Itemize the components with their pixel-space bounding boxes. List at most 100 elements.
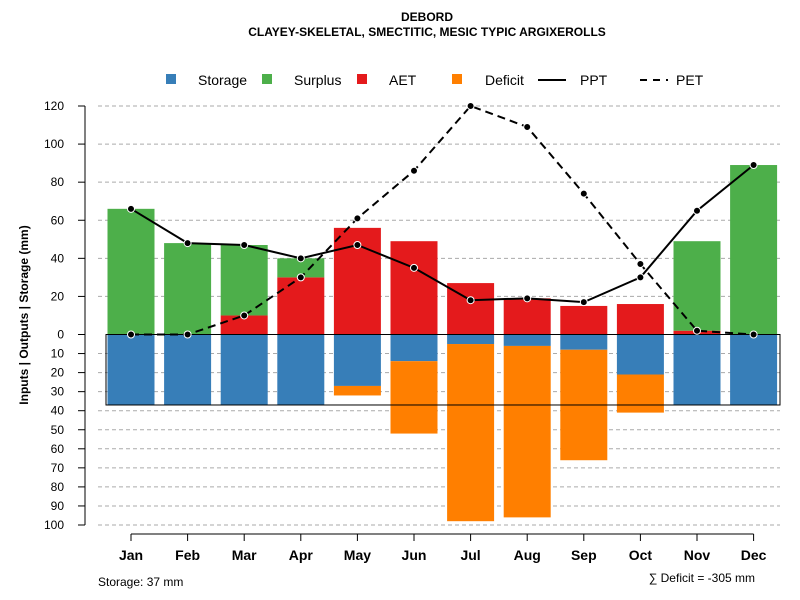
y-tick-label: 20	[51, 366, 65, 380]
deficit-bar	[616, 374, 664, 413]
storage-bar	[673, 334, 721, 405]
ppt-point	[410, 263, 418, 272]
deficit-bar	[390, 361, 438, 434]
y-tick-label: 80	[51, 480, 65, 494]
ppt-point	[579, 298, 588, 307]
y-tick-label: 40	[51, 251, 65, 265]
aet-bar	[503, 298, 551, 335]
lines	[127, 102, 758, 339]
ppt-point	[636, 273, 645, 282]
aet-bar	[277, 277, 325, 335]
ppt-point	[353, 241, 362, 250]
storage-legend-swatch	[166, 74, 176, 84]
storage-bar	[447, 334, 495, 345]
x-tick-label: Nov	[684, 547, 711, 563]
storage-capacity-box	[105, 334, 781, 406]
ppt-line	[130, 164, 755, 304]
y-tick-label: 10	[51, 347, 65, 361]
aet-bar	[390, 241, 438, 335]
x-tick-label: Feb	[175, 547, 200, 563]
storage-footer: Storage: 37 mm	[98, 575, 183, 589]
surplus-bar	[277, 258, 325, 278]
pet-point	[523, 122, 532, 131]
chart-title: DEBORD	[401, 10, 453, 24]
x-tick-label: Apr	[289, 547, 314, 563]
storage-bar	[390, 334, 438, 362]
pet-point	[353, 214, 362, 223]
y-tick-label: 0	[57, 328, 64, 342]
ppt-point	[523, 294, 532, 303]
storage-bar	[616, 334, 664, 375]
surplus-legend-swatch	[262, 74, 272, 84]
x-tick-label: Sep	[571, 547, 597, 563]
pet-point	[410, 166, 418, 175]
storage-bar	[333, 334, 381, 386]
y-tick-label: 60	[51, 213, 65, 227]
aet-legend-label: AET	[389, 72, 417, 88]
y-tick-label: 120	[44, 99, 64, 113]
ppt-point	[466, 296, 475, 305]
pet-point	[466, 102, 475, 110]
ppt-point	[183, 239, 192, 248]
surplus-bar	[164, 243, 212, 335]
y-tick-label: 50	[51, 423, 65, 437]
pet-point	[296, 273, 305, 282]
pet-point	[693, 326, 701, 335]
x-axis: Jan Feb Mar Apr May Jun Jul Aug Sep Oct Nov Dec	[119, 533, 767, 563]
storage-bar	[503, 334, 551, 346]
ppt-point	[749, 161, 758, 170]
bars	[105, 165, 781, 522]
deficit-bar	[447, 344, 495, 522]
pet-line	[131, 104, 754, 336]
pet-legend-label: PET	[676, 72, 704, 88]
y-axis-label: Inputs | Outputs | Storage (mm)	[17, 225, 31, 404]
pet-point	[579, 189, 588, 198]
storage-bar	[107, 334, 155, 405]
aet-bar	[616, 304, 664, 335]
y-tick-label: 100	[44, 518, 64, 532]
deficit-legend-label: Deficit	[485, 72, 524, 88]
surplus-bar	[107, 208, 155, 335]
deficit-bar	[333, 385, 381, 396]
chart-subtitle: CLAYEY-SKELETAL, SMECTITIC, MESIC TYPIC …	[248, 25, 606, 39]
x-tick-label: Oct	[629, 547, 653, 563]
ppt-point	[240, 241, 249, 250]
y-tick-label: 100	[44, 137, 64, 151]
y-tick-label: 90	[51, 499, 65, 513]
storage-bar	[164, 334, 212, 405]
surplus-bar	[673, 241, 721, 331]
deficit-bar	[503, 345, 551, 518]
y-tick-label: 60	[51, 442, 65, 456]
ppt-legend-label: PPT	[580, 72, 608, 88]
y-tick-label: 80	[51, 175, 65, 189]
aet-bar	[220, 315, 268, 335]
storage-bar	[220, 334, 268, 405]
storage-bar	[277, 334, 325, 405]
x-tick-label: May	[344, 547, 371, 563]
x-tick-label: Jun	[402, 547, 427, 563]
pet-point	[127, 330, 135, 339]
aet-legend-swatch	[357, 74, 367, 84]
x-tick-label: Aug	[514, 547, 541, 563]
aet-bar	[560, 305, 608, 335]
x-tick-label: Dec	[741, 547, 767, 563]
y-tick-label: 40	[51, 404, 65, 418]
legend: Storage Surplus AET Deficit PPT PET	[166, 72, 704, 88]
storage-bar	[730, 334, 778, 405]
y-tick-label: 20	[51, 289, 65, 303]
x-tick-label: Jan	[119, 547, 143, 563]
surplus-bar	[730, 165, 778, 335]
deficit-footer: ∑ Deficit = -305 mm	[649, 571, 755, 585]
storage-legend-label: Storage	[198, 72, 247, 88]
x-tick-label: Jul	[460, 547, 480, 563]
storage-bar	[560, 334, 608, 350]
y-axis: 120 100 80 60 40 20 0 10 20 30 40 50 60 70 80 90 100	[44, 99, 86, 532]
pet-point	[749, 330, 758, 339]
pet-point	[636, 260, 645, 269]
pet-point	[240, 311, 249, 320]
ppt-point	[296, 254, 305, 263]
x-tick-label: Mar	[232, 547, 257, 563]
surplus-legend-label: Surplus	[294, 72, 341, 88]
gridlines	[98, 105, 780, 526]
